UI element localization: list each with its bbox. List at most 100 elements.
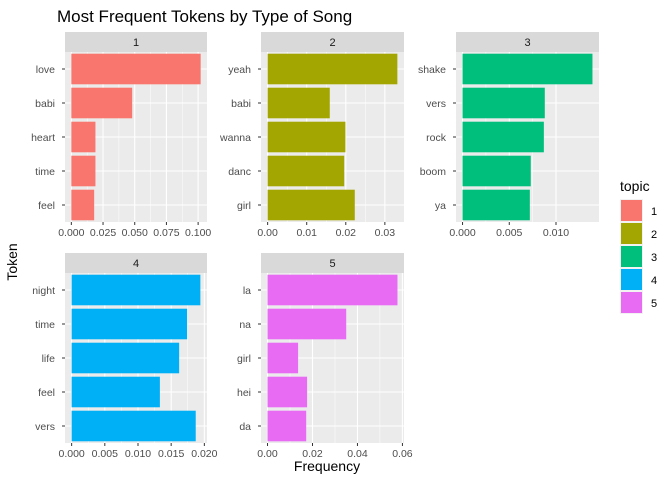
bar-time <box>71 155 96 187</box>
facet-panel-4: 4 night time life feel vers 0.000 0.005 0.010 0.0… <box>32 253 218 460</box>
bar-girl <box>267 342 299 374</box>
bar-na <box>267 308 347 340</box>
x-tick-label: 0.100 <box>185 227 211 239</box>
facet-strip-label: 3 <box>524 37 530 49</box>
legend-title: topic <box>620 178 650 194</box>
x-axis-title: Frequency <box>294 458 360 474</box>
y-tick-label: babi <box>35 98 55 110</box>
x-tick-label: 0.000 <box>449 227 475 239</box>
y-tick-label: vers <box>35 421 55 433</box>
y-tick-label: time <box>35 166 55 178</box>
bar-rock <box>462 121 544 153</box>
facet-strip <box>261 32 404 52</box>
bar-heart <box>71 121 96 153</box>
bar-shake <box>462 53 593 85</box>
x-tick-label: 0.000 <box>58 227 84 239</box>
x-tick-label: 0.01 <box>296 227 317 239</box>
y-tick-label: vers <box>426 98 446 110</box>
legend-swatch-5 <box>621 292 642 313</box>
legend-swatch-4 <box>621 269 642 290</box>
y-tick-label: ya <box>435 200 446 212</box>
y-tick-label: heart <box>31 132 55 144</box>
y-axis-title: Token <box>4 243 20 280</box>
bar-vers <box>462 87 545 119</box>
legend: topic 1 2 3 4 5 <box>620 178 657 314</box>
legend-swatch-3 <box>621 246 642 267</box>
facet-panel-1: 1 love babi heart time feel 0.000 0.025 0.050 0.0… <box>31 32 211 239</box>
chart-title: Most Frequent Tokens by Type of Song <box>57 7 352 26</box>
bar-love <box>71 53 201 85</box>
x-tick-label: 0.050 <box>122 227 148 239</box>
facet-panel-5: 5 la na girl hei da 0.00 0.02 0.04 0.06 <box>237 253 413 460</box>
y-tick-label: hei <box>237 387 251 399</box>
legend-label: 5 <box>651 298 657 310</box>
y-tick-label: na <box>239 319 251 331</box>
x-tick-label: 0.04 <box>347 448 368 460</box>
bar-babi <box>267 87 330 119</box>
x-tick-label: 0.015 <box>158 448 184 460</box>
bar-girl <box>267 189 355 221</box>
facet-strip-label: 5 <box>329 258 335 270</box>
facet-panel-2: 2 yeah babi wanna danc girl 0.00 0.01 0.02 0.03 <box>219 32 404 239</box>
bar-la <box>267 274 398 306</box>
facet-strip-label: 4 <box>133 258 139 270</box>
legend-swatch-1 <box>621 200 642 221</box>
x-tick-label: 0.06 <box>392 448 413 460</box>
facet-strip <box>65 253 207 273</box>
y-tick-label: life <box>42 353 56 365</box>
y-tick-label: boom <box>420 166 447 178</box>
y-tick-label: wanna <box>219 132 251 144</box>
bar-hei <box>267 376 308 408</box>
y-tick-label: yeah <box>228 64 251 76</box>
y-tick-label: girl <box>237 353 251 365</box>
facet-strip <box>456 32 599 52</box>
legend-label: 4 <box>651 275 657 287</box>
y-tick-label: night <box>32 285 55 297</box>
bar-feel <box>71 376 160 408</box>
facet-strip <box>65 32 207 52</box>
y-tick-label: girl <box>237 200 251 212</box>
x-tick-label: 0.00 <box>257 227 278 239</box>
legend-swatch-2 <box>621 223 642 244</box>
y-tick-label: la <box>243 285 251 297</box>
y-tick-label: da <box>239 421 251 433</box>
x-tick-label: 0.02 <box>336 227 357 239</box>
bar-wanna <box>267 121 346 153</box>
facet-strip-label: 1 <box>133 37 139 49</box>
y-tick-label: rock <box>426 132 447 144</box>
y-tick-label: shake <box>418 64 446 76</box>
facet-panel-3: 3 shake vers rock boom ya 0.000 0.005 0.010 <box>418 32 599 239</box>
bar-feel <box>71 189 95 221</box>
bar-time <box>71 308 188 340</box>
x-tick-label: 0.00 <box>257 448 278 460</box>
bar-da <box>267 410 307 442</box>
x-tick-label: 0.010 <box>543 227 569 239</box>
x-tick-label: 0.025 <box>90 227 116 239</box>
facet-strip-label: 2 <box>329 37 335 49</box>
y-tick-label: danc <box>228 166 251 178</box>
bar-babi <box>71 87 133 119</box>
x-tick-label: 0.075 <box>153 227 179 239</box>
x-tick-label: 0.005 <box>496 227 522 239</box>
bar-ya <box>462 189 530 221</box>
y-tick-label: babi <box>231 98 251 110</box>
x-tick-label: 0.03 <box>375 227 396 239</box>
x-tick-label: 0.005 <box>92 448 118 460</box>
y-tick-label: love <box>36 64 55 76</box>
bar-danc <box>267 155 345 187</box>
x-tick-label: 0.020 <box>191 448 217 460</box>
bar-life <box>71 342 180 374</box>
x-tick-label: 0.000 <box>58 448 84 460</box>
bar-boom <box>462 155 531 187</box>
legend-label: 1 <box>651 206 657 218</box>
y-tick-label: feel <box>38 387 55 399</box>
legend-label: 3 <box>651 252 657 264</box>
x-tick-label: 0.010 <box>125 448 151 460</box>
legend-label: 2 <box>651 229 657 241</box>
y-tick-label: time <box>35 319 55 331</box>
y-tick-label: feel <box>38 200 55 212</box>
bar-night <box>71 274 201 306</box>
bar-yeah <box>267 53 398 85</box>
